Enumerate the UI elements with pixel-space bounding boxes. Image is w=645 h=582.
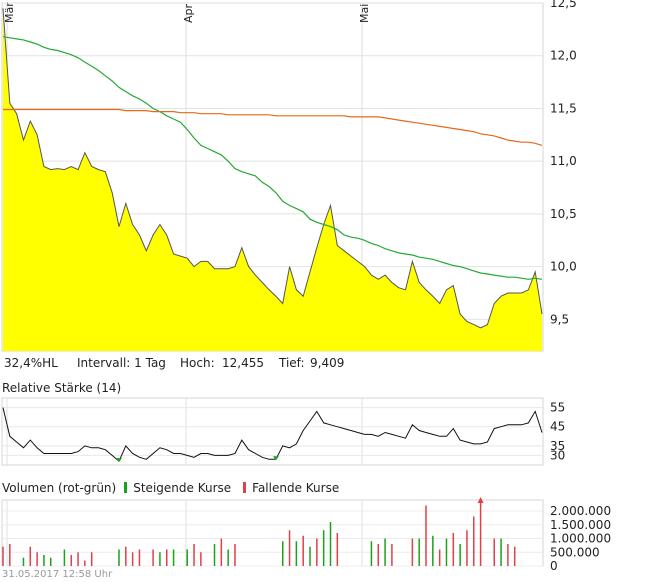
volume-bar: [302, 535, 304, 566]
volume-bar: [200, 552, 202, 566]
price-y-tick-label: 9,5: [550, 312, 569, 326]
moving-average-short-line: [2, 36, 543, 280]
volume-bar: [220, 538, 223, 566]
volume-bar: [438, 549, 441, 566]
volume-bar: [36, 552, 38, 566]
price-y-tick-label: 10,0: [550, 260, 577, 274]
volume-y-tick-label: 500.000: [550, 545, 600, 559]
volume-bar: [152, 549, 154, 566]
volume-bar: [445, 538, 448, 566]
volume-bar: [322, 530, 325, 566]
price-y-tick-label: 10,5: [550, 207, 577, 221]
volume-bar: [425, 505, 427, 566]
price-y-tick-label: 11,0: [550, 154, 577, 168]
volume-bar: [493, 538, 495, 566]
volume-bar: [377, 544, 380, 566]
volume-bar: [507, 544, 509, 566]
price-area: [3, 8, 542, 352]
volume-bar: [500, 538, 502, 566]
volume-bar: [165, 549, 168, 566]
rising-legend-label: Steigende Kurse: [133, 481, 232, 495]
volume-bar: [309, 546, 311, 566]
rising-legend-swatch: [124, 482, 128, 493]
volume-overflow-marker: [477, 497, 484, 503]
volume-bar: [43, 555, 45, 566]
volume-legend: Volumen (rot-grün) Steigende Kurse Fallend…: [2, 481, 339, 495]
x-tick-label: Mai: [358, 4, 371, 23]
volume-bar: [159, 552, 161, 566]
volume-bar: [193, 544, 195, 566]
volume-bar: [125, 546, 127, 566]
rsi-signal-marker: [115, 458, 122, 463]
volume-bar: [138, 549, 141, 566]
price-line: [2, 8, 543, 329]
price-y-tick-label: 11,5: [550, 101, 577, 115]
volume-bar: [84, 560, 86, 566]
volume-bar: [288, 530, 291, 566]
high-value: 12,455: [222, 356, 264, 370]
low-value: 9,409: [310, 356, 345, 370]
price-y-tick-label: 12,5: [550, 0, 577, 10]
rsi-title: Relative Stärke (14): [2, 381, 122, 395]
volume-bar: [384, 538, 386, 566]
volume-y-tick-label: 2.000.000: [550, 504, 611, 518]
volume-bar: [466, 530, 468, 566]
x-tick-label: Mär: [3, 2, 16, 23]
volume-plot-area: [1, 499, 544, 567]
volume-bar: [281, 541, 284, 566]
volume-bar: [29, 546, 32, 566]
volume-bar: [479, 502, 482, 566]
volume-bar: [370, 541, 373, 566]
volume-y-tick-label: 1.500.000: [550, 518, 611, 532]
volume-bar: [432, 535, 434, 566]
volume-bar: [513, 546, 516, 566]
volume-bar: [118, 549, 120, 566]
falling-legend-swatch: [243, 482, 247, 493]
volume-bar: [172, 549, 175, 566]
volume-bar: [213, 544, 216, 566]
volume-bar: [90, 552, 93, 566]
rsi-signal-marker: [272, 456, 279, 461]
interval-label: Intervall: 1 Tag: [77, 356, 166, 370]
volume-bar: [316, 538, 318, 566]
volume-bar: [227, 549, 229, 566]
volume-bar: [70, 555, 72, 566]
falling-legend-label: Fallende Kurse: [252, 481, 340, 495]
volume-bar: [9, 544, 11, 566]
volume-y-tick-label: 0: [550, 559, 558, 573]
volume-bar: [411, 538, 414, 566]
rsi-y-tick-label: 30: [550, 448, 565, 462]
volume-title: Volumen (rot-grün): [2, 481, 117, 495]
high-low-percent: 32,4%HL: [4, 356, 58, 370]
volume-bar: [452, 533, 455, 566]
volume-bar: [418, 538, 420, 566]
volume-bar: [295, 541, 298, 566]
volume-bar: [459, 544, 461, 566]
volume-bar: [186, 549, 188, 566]
price-y-tick-label: 12,0: [550, 49, 577, 63]
rsi-y-tick-label: 35: [550, 439, 565, 453]
volume-bar: [50, 557, 52, 566]
volume-bar: [2, 546, 4, 566]
volume-bar: [336, 533, 339, 566]
high-label: Hoch:: [180, 356, 215, 370]
low-label: Tief:: [279, 356, 305, 370]
volume-bar: [234, 544, 236, 566]
rsi-plot-area: [1, 397, 544, 466]
x-tick-label: Apr: [182, 3, 195, 23]
volume-bar: [22, 557, 25, 566]
volume-bar: [77, 552, 79, 566]
rsi-y-tick-label: 55: [550, 401, 565, 415]
timestamp: 31.05.2017 12:58 Uhr: [2, 569, 113, 580]
rsi-y-tick-label: 45: [550, 420, 565, 434]
volume-bar: [329, 522, 332, 566]
moving-average-long-line: [3, 108, 543, 146]
volume-bar: [473, 516, 475, 566]
rsi-line: [2, 407, 543, 463]
volume-y-tick-label: 1.000.000: [550, 532, 611, 546]
volume-bar: [391, 544, 393, 566]
volume-bar: [63, 549, 66, 566]
volume-bar: [131, 552, 134, 566]
